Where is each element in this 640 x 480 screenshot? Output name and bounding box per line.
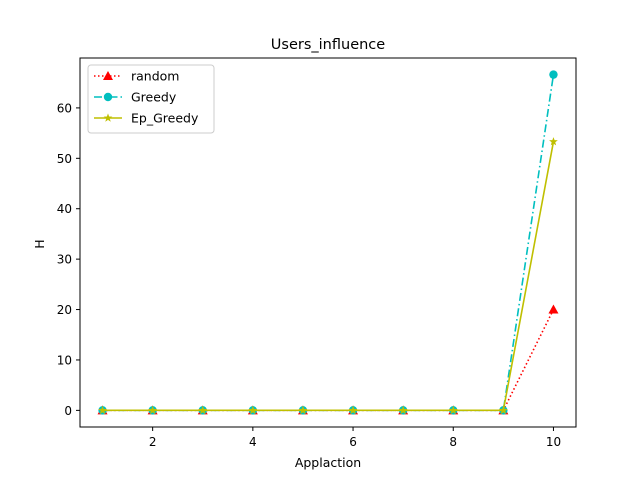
y-tick-label: 40 bbox=[57, 202, 72, 216]
legend-marker bbox=[103, 92, 113, 102]
axes: 2 4 6 8 10 0 10 20 30 40 50 60 bbox=[57, 57, 577, 449]
y-tick-label: 30 bbox=[57, 253, 72, 267]
legend-item: Greedy bbox=[94, 90, 177, 105]
plot-area bbox=[97, 70, 559, 415]
legend-box bbox=[87, 64, 215, 134]
series-line bbox=[102, 309, 555, 412]
x-tick-label: 4 bbox=[249, 435, 257, 449]
series-line bbox=[102, 141, 555, 412]
legend-marker bbox=[103, 113, 113, 122]
x-tick-label: 8 bbox=[449, 435, 457, 449]
data-point bbox=[148, 405, 158, 415]
data-point bbox=[298, 405, 308, 415]
data-point bbox=[549, 70, 558, 79]
series-ep-greedy bbox=[98, 137, 558, 415]
data-point bbox=[98, 405, 107, 415]
data-point bbox=[548, 304, 559, 314]
data-point bbox=[549, 137, 558, 146]
legend-item: Ep_Greedy bbox=[94, 111, 199, 126]
x-tick-label: 10 bbox=[546, 435, 561, 449]
data-point bbox=[448, 405, 458, 415]
x-tick-label: 6 bbox=[349, 435, 357, 449]
legend-marker bbox=[103, 71, 113, 80]
y-axis-label: H bbox=[32, 239, 47, 248]
legend-label: random bbox=[131, 69, 179, 84]
y-tick-label: 60 bbox=[57, 101, 72, 115]
legend-label: Greedy bbox=[131, 90, 177, 105]
x-tick-label: 2 bbox=[149, 435, 157, 449]
y-tick-label: 0 bbox=[64, 404, 72, 418]
data-point bbox=[398, 405, 408, 415]
data-point bbox=[248, 405, 258, 415]
data-point bbox=[498, 405, 508, 415]
data-point bbox=[348, 405, 358, 415]
legend: random Greedy Ep_Greedy bbox=[87, 64, 215, 134]
legend-item: random bbox=[94, 69, 179, 84]
series-random bbox=[97, 304, 559, 415]
y-tick-label: 50 bbox=[57, 152, 72, 166]
x-axis-label: Applaction bbox=[295, 455, 361, 470]
y-tick-label: 20 bbox=[57, 303, 72, 317]
chart-title: Users_influence bbox=[271, 37, 385, 53]
y-tick-label: 10 bbox=[57, 353, 72, 367]
legend-label: Ep_Greedy bbox=[131, 111, 199, 126]
plot-frame bbox=[79, 57, 577, 428]
data-point bbox=[198, 405, 208, 415]
